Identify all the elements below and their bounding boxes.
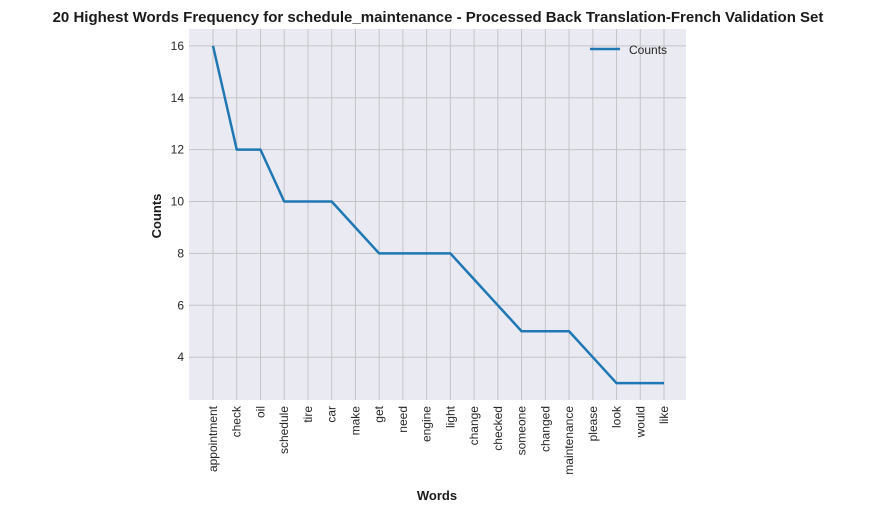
x-tick-labels: appointment check oil schedule tire car make ge… [206, 405, 671, 475]
y-tick-label: 8 [177, 246, 184, 260]
x-tick-label: make [348, 406, 362, 436]
series-counts [211, 45, 665, 385]
x-tick-label: tire [301, 406, 315, 423]
legend-label-counts: Counts [629, 43, 667, 57]
x-tick-label: change [467, 406, 481, 446]
x-gridlines [212, 29, 665, 400]
x-tick-label: light [443, 405, 457, 428]
x-tick-label: changed [538, 406, 552, 452]
x-tick-label: engine [420, 406, 434, 442]
y-tick-label: 6 [177, 298, 184, 312]
y-tick-label: 10 [171, 195, 185, 209]
x-tick-label: would [633, 406, 647, 438]
x-tick-label: someone [515, 406, 529, 456]
plot-area [189, 29, 686, 400]
x-tick-label: checked [491, 406, 505, 451]
series-line-counts [211, 45, 664, 385]
y-tick-labels: 4 6 8 10 12 14 16 [171, 39, 185, 364]
x-tick-label: maintenance [562, 406, 576, 475]
x-tick-label: look [610, 405, 624, 428]
legend: Counts [590, 43, 667, 57]
x-tick-label: schedule [277, 406, 291, 454]
x-tick-label: need [396, 406, 410, 433]
x-tick-label: car [325, 406, 339, 423]
x-tick-label: oil [253, 406, 267, 418]
x-axis-label: Words [417, 488, 457, 503]
chart-title: 20 Highest Words Frequency for schedule_… [53, 9, 824, 26]
y-tick-label: 16 [171, 39, 185, 53]
x-tick-label: appointment [206, 405, 220, 472]
x-tick-label: please [586, 406, 600, 442]
y-gridlines [189, 45, 686, 358]
y-tick-label: 4 [177, 350, 184, 364]
x-tick-label: check [230, 405, 244, 437]
y-tick-label: 14 [171, 91, 185, 105]
x-tick-label: get [372, 405, 386, 422]
y-tick-label: 12 [171, 143, 185, 157]
x-tick-label: like [657, 406, 671, 424]
y-axis-label: Counts [149, 194, 164, 239]
